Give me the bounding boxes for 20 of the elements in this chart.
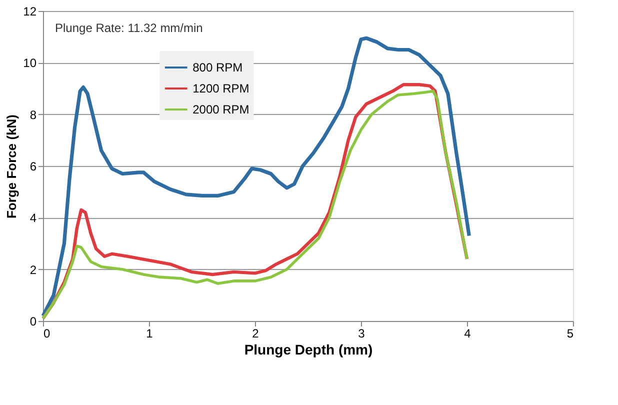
x-tick-label: 4 (464, 326, 472, 340)
y-tick-label: 6 (30, 160, 37, 174)
line-series (41, 36, 471, 318)
annotation: Plunge Rate: 11.32 mm/min (55, 21, 203, 35)
x-axis-title: Plunge Depth (mm) (244, 342, 373, 358)
legend-label: 2000 RPM (192, 102, 250, 116)
y-tick-label: 10 (23, 56, 37, 70)
x-tick-label: 2 (252, 326, 260, 340)
y-tick-label: 12 (23, 4, 37, 18)
x-tick-label: 5 (566, 326, 574, 340)
y-tick-label: 0 (30, 314, 37, 328)
y-tick-label: 8 (30, 108, 37, 122)
legend-label: 800 RPM (192, 60, 243, 74)
legend-label: 1200 RPM (192, 82, 250, 96)
x-tick-label: 0 (44, 326, 50, 340)
x-tick-label: 3 (358, 326, 366, 340)
y-tick-label: 2 (30, 262, 37, 277)
y-tick-label: 4 (30, 211, 37, 226)
y-axis-title: Forge Force (kN) (4, 114, 20, 219)
x-tick-label: 1 (146, 326, 154, 340)
